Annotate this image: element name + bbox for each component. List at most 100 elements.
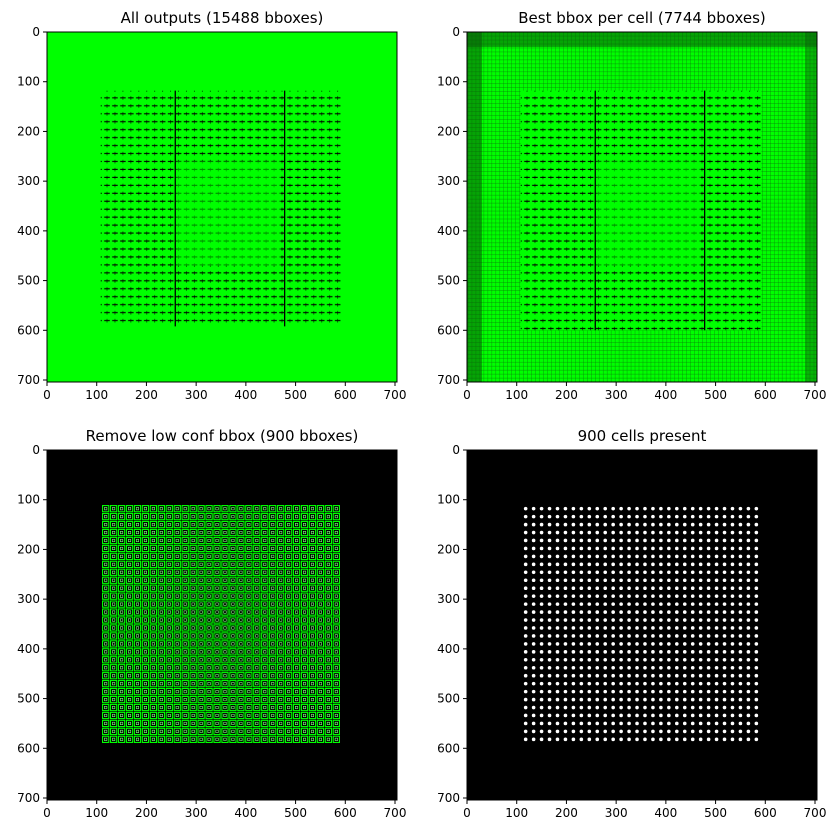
cell-point (714, 737, 719, 742)
cell-point (651, 650, 655, 654)
cell-point (571, 697, 576, 702)
cell-point (611, 729, 615, 734)
bbox-mark (261, 600, 269, 608)
bbox-mark (125, 592, 134, 600)
bbox-mark (189, 687, 197, 696)
cell-point (627, 665, 631, 670)
bbox-mark (221, 584, 229, 592)
bbox-inner-mark (143, 698, 147, 702)
cell-point (682, 626, 687, 630)
cell-point (555, 634, 560, 638)
x-tick-label: 700 (384, 806, 407, 820)
cell-point (531, 713, 536, 718)
bbox-inner-mark (207, 690, 211, 694)
center-region (596, 161, 701, 266)
bbox-inner-mark (310, 713, 315, 718)
bbox-inner-mark (183, 602, 187, 606)
bbox-inner-mark (295, 610, 299, 614)
bbox-mark (237, 735, 245, 743)
cell-point (698, 689, 703, 694)
bbox-mark (300, 552, 309, 561)
bbox-mark (277, 735, 285, 743)
cell-point (706, 665, 711, 670)
cell-point (595, 642, 600, 646)
bbox-inner-mark (207, 507, 211, 511)
bbox-mark (324, 687, 333, 696)
bbox-mark (300, 536, 309, 545)
bbox-inner-mark (120, 507, 124, 511)
cell-point (722, 514, 727, 519)
bbox-mark (221, 624, 229, 632)
bbox-mark (141, 687, 150, 696)
bbox-mark (316, 719, 325, 728)
bbox-inner-mark (287, 507, 291, 511)
cell-point (746, 562, 751, 567)
bbox-inner-mark (120, 594, 124, 598)
bbox-mark (173, 664, 181, 672)
cell-point (595, 570, 600, 575)
bbox-inner-mark (104, 570, 108, 574)
bbox-inner-mark (239, 658, 243, 662)
bbox-inner-mark (112, 737, 116, 741)
cell-point (698, 721, 703, 726)
cell-point (555, 530, 560, 535)
cell-point (643, 658, 647, 662)
bbox-inner-mark (167, 538, 171, 543)
bbox-inner-mark (287, 713, 291, 718)
bbox-inner-mark (263, 634, 267, 638)
cell-point (571, 586, 576, 591)
bbox-inner-mark (183, 690, 187, 694)
cell-point (563, 562, 568, 567)
bbox-mark (245, 568, 253, 576)
cell-point (690, 602, 695, 606)
bbox-mark (109, 711, 118, 720)
cell-point (690, 713, 695, 718)
cell-point (611, 546, 615, 551)
bbox-inner-mark (104, 610, 108, 614)
cell-point (579, 650, 584, 654)
bbox-mark (300, 600, 309, 608)
bbox-mark (133, 536, 142, 545)
bbox-mark (308, 695, 317, 704)
cell-point (706, 562, 711, 567)
cell-point (579, 530, 584, 535)
cell-point (635, 626, 639, 630)
bbox-inner-mark (287, 546, 291, 550)
cell-point (611, 554, 615, 559)
bbox-inner-mark (263, 570, 267, 574)
bbox-inner-mark (167, 515, 171, 519)
bbox-mark (308, 616, 317, 624)
cell-point (675, 713, 679, 718)
bbox-mark (157, 656, 165, 664)
cell-point (682, 689, 687, 694)
bbox-inner-mark (318, 586, 322, 590)
x-tick-label: 700 (384, 388, 407, 402)
bbox-inner-mark (271, 634, 275, 638)
bbox-inner-mark (287, 538, 291, 543)
cell-point (675, 530, 679, 535)
bbox-inner-mark (287, 682, 291, 686)
cell-point (587, 514, 592, 519)
bbox-inner-mark (127, 690, 132, 694)
bbox-mark (173, 528, 181, 537)
cell-point (595, 729, 600, 734)
cell-point (547, 562, 552, 567)
bbox-inner-mark (127, 729, 132, 733)
cell-point (627, 522, 631, 527)
cell-point (738, 570, 743, 575)
bbox-inner-mark (104, 523, 108, 527)
cell-point (730, 546, 735, 551)
cell-point (587, 650, 592, 654)
cell-point (595, 697, 600, 702)
bbox-inner-mark (247, 610, 251, 614)
bbox-inner-mark (215, 554, 219, 558)
bbox-mark (324, 505, 333, 513)
bbox-mark (237, 727, 245, 736)
bbox-mark (149, 711, 158, 720)
bbox-mark (261, 544, 269, 553)
cell-point (746, 650, 751, 654)
cell-point (579, 626, 584, 630)
bbox-inner-mark (215, 690, 219, 694)
bbox-inner-mark (271, 674, 275, 678)
bbox-inner-mark (279, 713, 283, 718)
